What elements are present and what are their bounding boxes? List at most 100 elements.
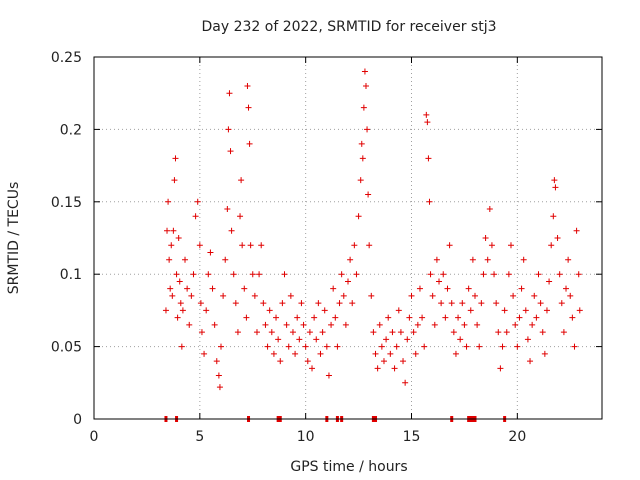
data-point (323, 343, 330, 350)
data-points (162, 68, 583, 391)
data-point (510, 292, 517, 299)
grid (94, 57, 602, 419)
data-point (296, 336, 303, 343)
data-point (486, 206, 493, 213)
data-point (194, 198, 201, 205)
data-point (383, 336, 390, 343)
data-point (546, 278, 553, 285)
data-point (258, 242, 265, 249)
data-point (309, 365, 316, 372)
data-point (391, 365, 398, 372)
data-point (402, 379, 409, 386)
data-point (225, 126, 232, 133)
data-point (433, 256, 440, 263)
data-point (476, 343, 483, 350)
data-point (268, 329, 275, 336)
data-point (537, 300, 544, 307)
data-point (283, 321, 290, 328)
data-point (573, 227, 580, 234)
data-point (522, 307, 529, 314)
data-point (467, 307, 474, 314)
data-point (298, 300, 305, 307)
data-point (222, 256, 229, 263)
x-tick-label: 0 (90, 429, 99, 445)
data-point (480, 271, 487, 278)
data-point (330, 285, 337, 292)
y-tick-label: 0.1 (60, 267, 82, 283)
data-point (173, 271, 180, 278)
data-point (551, 177, 558, 184)
data-point (167, 285, 174, 292)
data-point (431, 321, 438, 328)
data-point (279, 300, 286, 307)
data-point (176, 278, 183, 285)
data-point (230, 271, 237, 278)
data-point (366, 242, 373, 249)
data-point (575, 271, 582, 278)
data-point (463, 343, 470, 350)
data-point (370, 329, 377, 336)
data-point (196, 242, 203, 249)
data-point (227, 148, 234, 155)
data-point (543, 307, 550, 314)
data-point (423, 111, 430, 118)
data-point (234, 329, 241, 336)
data-point (364, 126, 371, 133)
data-point (380, 358, 387, 365)
data-point (294, 314, 301, 321)
data-point (237, 213, 244, 220)
y-tick-label: 0.25 (51, 50, 82, 66)
data-point (524, 336, 531, 343)
x-tick-label: 10 (297, 429, 315, 445)
data-point (465, 285, 472, 292)
data-point (424, 119, 431, 126)
data-point (353, 271, 360, 278)
data-point (238, 177, 245, 184)
data-point (560, 329, 567, 336)
data-point (491, 271, 498, 278)
data-point (357, 177, 364, 184)
data-point (246, 140, 253, 147)
data-point (425, 155, 432, 162)
data-point (393, 343, 400, 350)
data-point (387, 350, 394, 357)
data-point (334, 343, 341, 350)
data-point (374, 365, 381, 372)
data-point (436, 278, 443, 285)
data-point (548, 242, 555, 249)
x-axis-label: GPS time / hours (290, 459, 407, 475)
data-point (368, 292, 375, 299)
data-point (165, 198, 172, 205)
data-point (414, 321, 421, 328)
data-point (166, 256, 173, 263)
data-point (552, 184, 559, 191)
data-point (213, 358, 220, 365)
data-point (448, 300, 455, 307)
data-point (429, 292, 436, 299)
plot-frame (93, 56, 603, 420)
data-point (198, 329, 205, 336)
data-point (184, 285, 191, 292)
data-point (197, 300, 204, 307)
data-point (164, 227, 171, 234)
data-point (325, 372, 332, 379)
data-point (567, 292, 574, 299)
data-point (262, 321, 269, 328)
data-point (512, 321, 519, 328)
data-point (275, 336, 282, 343)
data-point (175, 235, 182, 241)
data-point (215, 372, 222, 379)
data-point (169, 292, 176, 299)
data-point (328, 321, 335, 328)
data-point (292, 350, 299, 357)
data-point (412, 350, 419, 357)
data-point (347, 256, 354, 263)
data-point (493, 300, 500, 307)
data-point (514, 343, 521, 350)
data-point (245, 104, 252, 111)
data-point (277, 358, 284, 365)
data-point (300, 321, 307, 328)
data-point (416, 285, 423, 292)
data-point (192, 213, 199, 220)
